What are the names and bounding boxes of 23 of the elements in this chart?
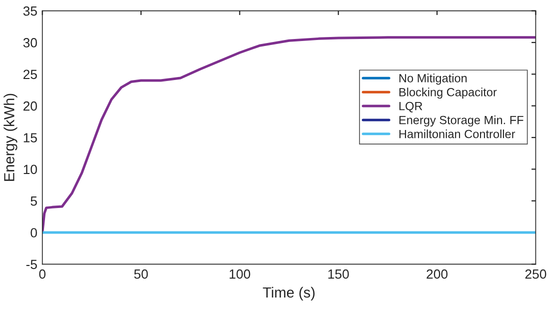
legend-label: No Mitigation	[399, 74, 467, 85]
x-tick-label: 0	[39, 269, 46, 279]
legend-label: Blocking Capacitor	[399, 88, 497, 99]
y-axis-title: Energy (kWh)	[4, 94, 18, 181]
y-tick-label: 15	[24, 133, 37, 142]
x-tick-label: 200	[426, 269, 448, 279]
y-tick-label: 0	[30, 228, 37, 238]
x-tick-label: 250	[525, 269, 546, 279]
x-tick-label: 50	[134, 269, 148, 279]
y-tick-label: 10	[24, 164, 37, 174]
x-tick-label: 100	[230, 269, 250, 279]
y-tick-label: 35	[23, 6, 37, 16]
y-tick-label: -5	[26, 260, 37, 270]
x-tick-label: 150	[328, 269, 349, 279]
line-series	[42, 36, 536, 234]
y-tick-label: 5	[30, 196, 37, 206]
y-tick-label: 25	[23, 70, 37, 80]
x-axis-title: Time (s)	[262, 286, 315, 300]
legend-label: Energy Storage Min. FF	[399, 116, 524, 127]
legend-label: LQR	[399, 102, 422, 112]
y-tick-label: 30	[23, 38, 37, 48]
y-tick-label: 20	[23, 101, 37, 111]
legend-label: Hamiltonian Controller	[399, 130, 516, 138]
